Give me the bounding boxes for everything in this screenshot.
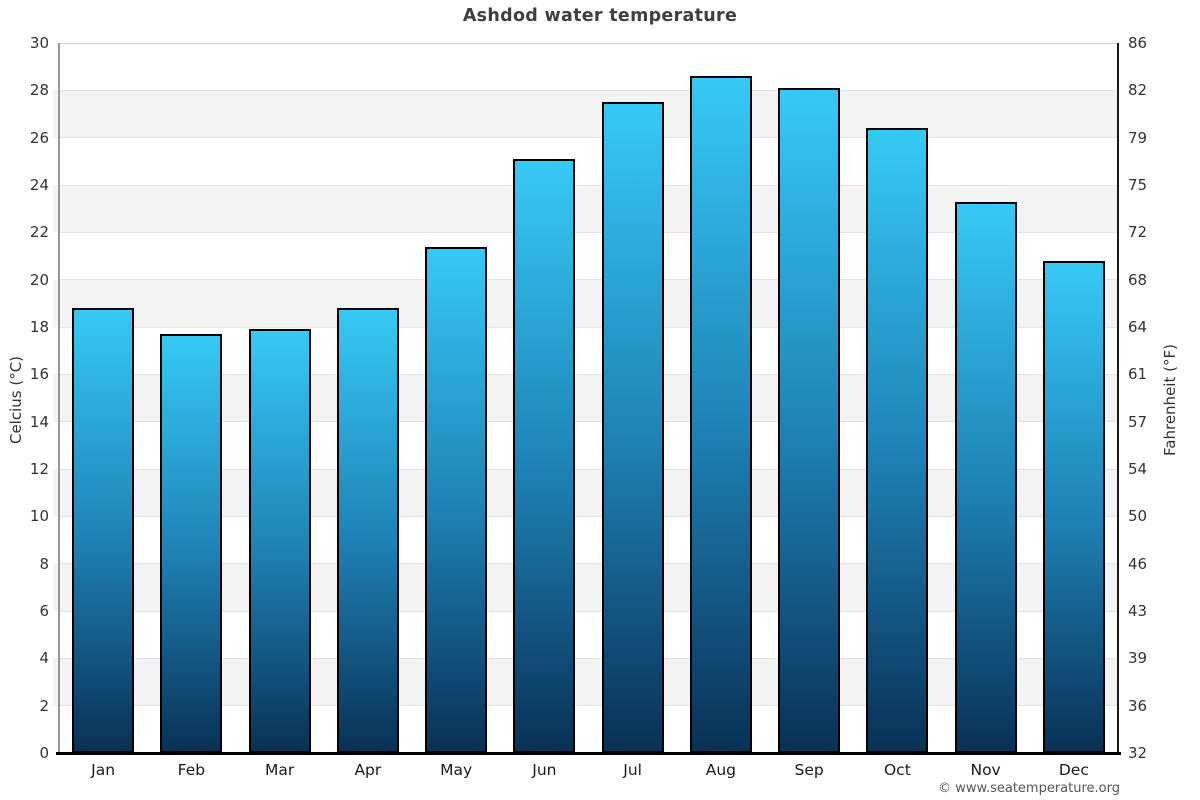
gridline [59,184,1118,186]
celsius-tick-label: 12 [29,460,49,478]
fahrenheit-tick-label: 72 [1128,223,1148,242]
gridlines-layer [59,43,1118,753]
grid-band [53,185,1118,233]
celsius-tick-label: 16 [29,365,49,384]
fahrenheit-tick-labels: 32 36 39 43 46 50 54 57 61 64 68 72 75 79 82 86 [1128,34,1188,762]
fahrenheit-tick-label: 43 [1128,602,1148,620]
month-label-jun: Jun [532,761,557,779]
celsius-tick-label: 4 [39,649,49,668]
gridline [59,279,1118,281]
bar-jun [513,158,576,753]
bottom-axis-spine [56,751,1121,755]
celsius-tick-label: 14 [29,412,49,431]
fahrenheit-tick-label: 46 [1128,554,1148,573]
month-label-aug: Aug [705,761,737,779]
celsius-tick-label: 18 [29,318,49,336]
celsius-axis-title: Celcius (°C) [7,355,25,445]
month-label-jul: Jul [623,761,642,779]
gridline [59,610,1118,612]
fahrenheit-tick-label: 32 [1128,744,1148,762]
bar-mar [248,329,311,753]
fahrenheit-tick-label: 50 [1128,507,1148,526]
month-label-mar: Mar [265,761,295,779]
fahrenheit-tick-label: 64 [1128,318,1148,336]
fahrenheit-tick-label: 36 [1128,696,1148,715]
bar-dec [1042,260,1105,753]
grid-band [53,563,1118,611]
left-axis-spine [58,43,60,753]
gridline [59,421,1118,423]
month-label-sep: Sep [794,761,824,779]
celsius-tick-label: 28 [29,81,49,100]
celsius-tick-label: 22 [29,223,49,242]
grid-band [53,374,1118,422]
fahrenheit-tick-label: 68 [1128,270,1148,289]
month-label-jan: Jan [91,761,116,779]
gridline [59,89,1118,91]
celsius-tick-label: 6 [39,602,49,620]
celsius-tick-label: 8 [39,554,49,573]
fahrenheit-tick-label: 39 [1128,649,1148,668]
celsius-tick-label: 0 [39,744,49,762]
month-label-oct: Oct [883,761,911,779]
bands-layer [53,43,1118,753]
bar-may [425,246,488,753]
bars-layer [59,43,1118,753]
fahrenheit-axis-title: Fahrenheit (°F) [1161,344,1179,456]
bar-aug [689,76,752,753]
gridline [59,515,1118,517]
gridline [59,231,1118,233]
month-labels: Jan Feb Mar Apr May Jun Jul Aug Sep Oct Nov Dec [59,757,1118,783]
copyright-note: © www.seatemperature.org [938,781,1120,796]
gridline [59,137,1118,139]
gridline [59,705,1118,707]
bar-sep [778,87,841,753]
bar-jan [72,308,135,753]
month-label-nov: Nov [970,761,1001,779]
bar-feb [160,334,223,753]
fahrenheit-tick-label: 54 [1128,460,1148,478]
fahrenheit-tick-label: 82 [1128,81,1148,100]
bar-jul [601,102,664,753]
chart-title: Ashdod water temperature [462,6,738,26]
fahrenheit-tick-label: 61 [1128,365,1148,384]
celsius-tick-label: 10 [29,507,49,526]
grid-band [53,469,1118,517]
month-label-dec: Dec [1058,761,1089,779]
celsius-tick-label: 30 [29,34,49,52]
gridline [59,657,1118,659]
grid-band [53,658,1118,706]
fahrenheit-tick-label: 75 [1128,176,1148,194]
celsius-tick-label: 2 [39,696,49,715]
gridline [59,563,1118,565]
gridline [59,43,1118,44]
gridline [59,326,1118,328]
celsius-tick-label: 26 [29,128,49,147]
bar-apr [336,308,399,753]
celsius-tick-labels: 0 2 4 6 8 10 12 14 16 18 20 22 24 26 28 30 [0,34,49,762]
grid-band [53,90,1118,138]
celsius-tick-label: 20 [29,270,49,289]
fahrenheit-tick-label: 57 [1128,412,1148,431]
gridline [59,373,1118,375]
month-label-may: May [440,761,473,779]
month-label-apr: Apr [354,761,382,779]
month-label-feb: Feb [177,761,206,779]
celsius-tick-label: 24 [29,176,49,194]
bar-nov [954,201,1017,753]
plot-area [53,43,1121,755]
fahrenheit-tick-label: 79 [1128,128,1148,147]
bar-oct [866,128,929,753]
gridline [59,468,1118,470]
grid-band [53,279,1118,327]
fahrenheit-tick-label: 86 [1128,34,1148,52]
right-axis-spine [1117,43,1119,753]
